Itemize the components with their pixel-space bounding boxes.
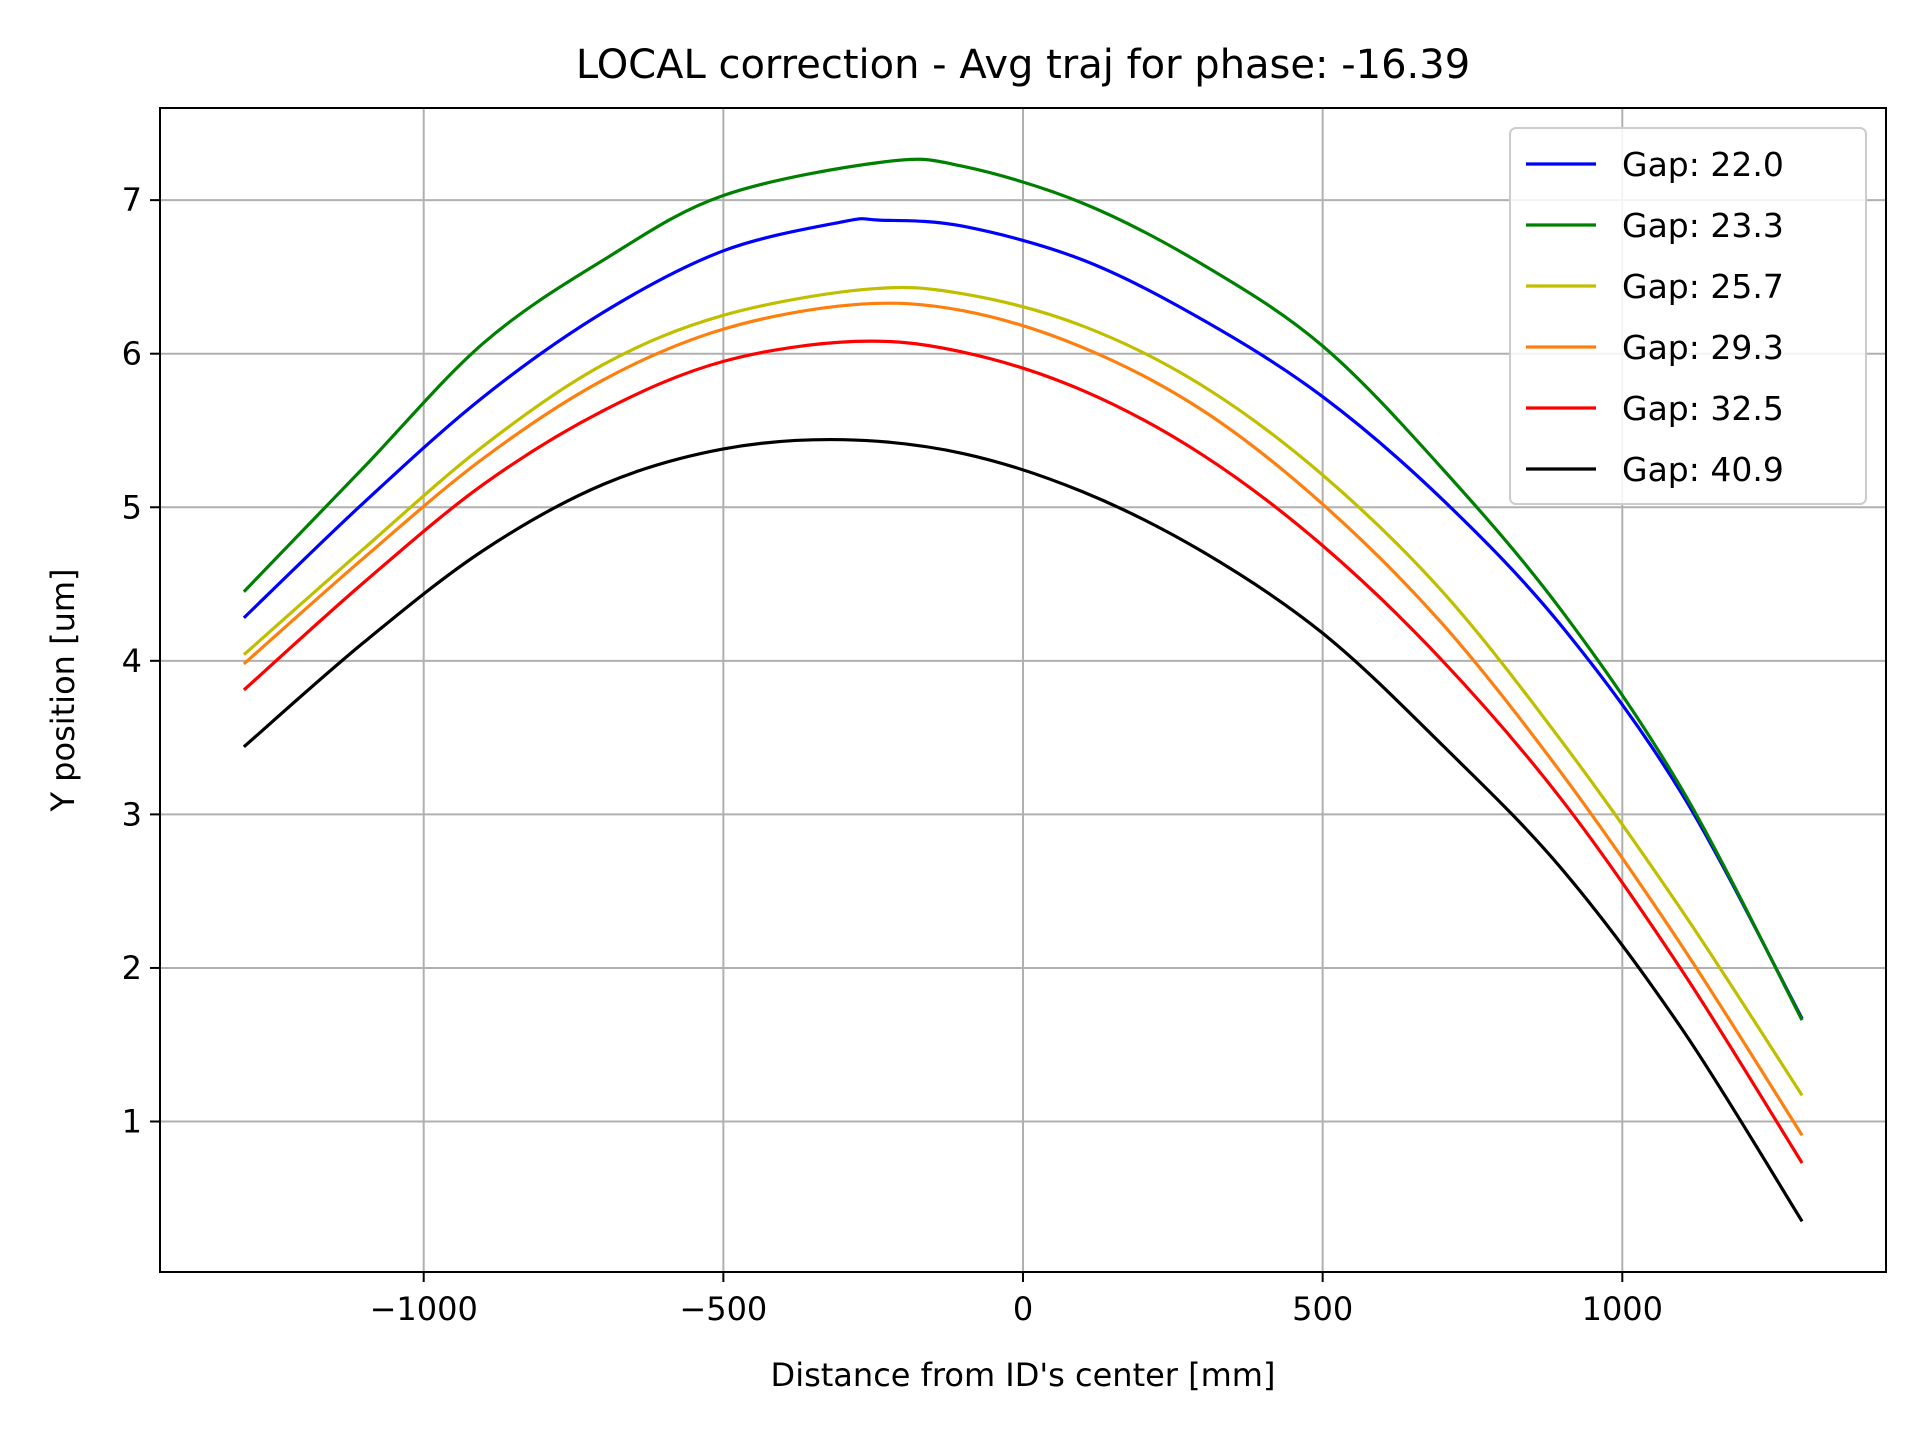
legend-label: Gap: 40.9 [1622, 450, 1784, 489]
series-line-gap-23-3 [242, 157, 1804, 1021]
legend-label: Gap: 23.3 [1622, 206, 1784, 245]
chart-title: LOCAL correction - Avg traj for phase: -… [576, 42, 1470, 88]
legend-label: Gap: 25.7 [1622, 267, 1784, 306]
x-axis-label: Distance from ID's center [mm] [771, 1356, 1276, 1394]
y-tick-label: 6 [122, 335, 142, 373]
x-tick-label: 0 [1013, 1290, 1033, 1328]
x-tick-label: −500 [679, 1290, 767, 1328]
y-tick-label: 4 [122, 642, 142, 680]
series-line-gap-29-3 [242, 301, 1804, 1137]
legend-label: Gap: 32.5 [1622, 389, 1784, 428]
y-tick-label: 3 [122, 795, 142, 833]
y-tick-label: 5 [122, 488, 142, 526]
series-line-gap-32-5 [242, 339, 1804, 1164]
series-line-gap-22-0 [242, 217, 1804, 1020]
series-lines [242, 157, 1804, 1223]
legend-label: Gap: 29.3 [1622, 328, 1784, 367]
legend-label: Gap: 22.0 [1622, 145, 1784, 184]
series-line-gap-40-9 [242, 437, 1804, 1223]
y-tick-label: 7 [122, 181, 142, 219]
x-tick-label: 500 [1292, 1290, 1353, 1328]
y-tick-label: 1 [122, 1103, 142, 1141]
axis-ticks: −1000 −500 0 500 1000 1 2 3 4 5 6 7 [122, 181, 1663, 1328]
legend-box [1509, 127, 1867, 505]
y-axis-label: Y position [um] [44, 568, 82, 812]
series-line-gap-25-7 [242, 285, 1804, 1097]
x-tick-label: −1000 [370, 1290, 478, 1328]
y-tick-label: 2 [122, 949, 142, 987]
x-tick-label: 1000 [1582, 1290, 1663, 1328]
legend: Gap: 22.0 Gap: 23.3 Gap: 25.7 Gap: 29.3 Gap:… [1509, 127, 1867, 505]
